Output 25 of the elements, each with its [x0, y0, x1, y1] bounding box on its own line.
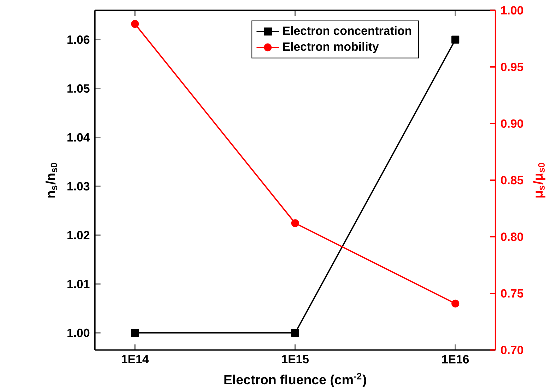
- y-tick-label: 1.03: [68, 182, 90, 191]
- y-axis-title: n$_{s}$/n$_{s0}$: [46, 163, 58, 198]
- y2-tick-label: 0.90: [501, 120, 524, 128]
- y2-axis-title: μ$_{s}$/μ$_{s0}$: [533, 163, 546, 198]
- y-tick-label: 1.02: [68, 231, 90, 240]
- y-tick-label: 1.06: [68, 36, 90, 44]
- y2-tick-label: 0.70: [501, 346, 524, 355]
- point: [291, 220, 300, 228]
- point: [452, 300, 460, 308]
- legend-label: Electron concentration: [283, 26, 412, 36]
- y2-tick-label: 0.80: [501, 232, 524, 242]
- y2-tick-label: 0.85: [501, 176, 524, 185]
- y-tick-label: 1.04: [68, 134, 90, 142]
- point: [131, 20, 140, 28]
- x-tick-label: 1E16: [442, 355, 470, 364]
- legend-label: Electron mobility: [283, 42, 380, 54]
- y2-tick-label: 0.75: [501, 290, 524, 298]
- y2-tick-label: 0.95: [501, 63, 524, 72]
- x-tick-label: 1E15: [282, 355, 309, 364]
- y2-tick-label: 1.00: [501, 6, 524, 15]
- x-axis-title: Electron fluence (cm$^{-2}$): [224, 373, 366, 388]
- y-tick-label: 1.01: [68, 280, 90, 289]
- y-tick-label: 1.05: [68, 84, 90, 94]
- x-tick-label: 1E14: [122, 355, 150, 364]
- y-tick-label: 1.00: [68, 329, 90, 338]
